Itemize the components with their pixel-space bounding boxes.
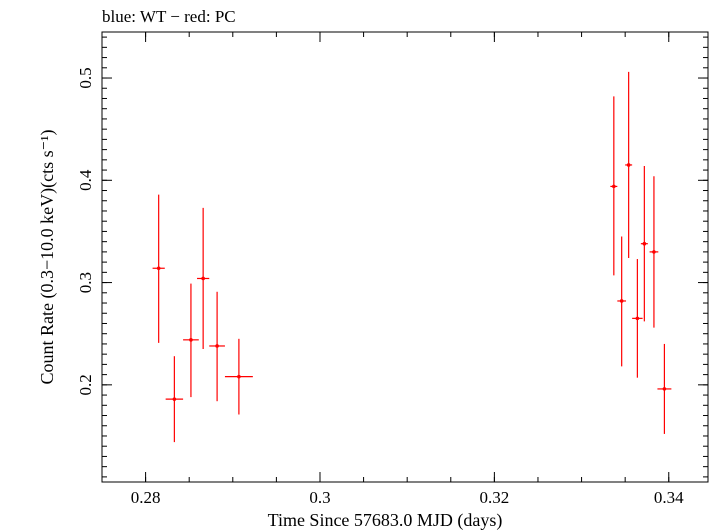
data-point [632, 259, 643, 378]
data-point [165, 356, 184, 443]
data-point [617, 236, 627, 367]
x-tick-label: 0.3 [309, 488, 330, 507]
y-tick-label: 0.2 [76, 374, 95, 395]
data-point [625, 71, 633, 259]
point-marker [635, 316, 640, 321]
chart-title: blue: WT − red: PC [102, 7, 236, 26]
axis-ticks: 0.28 0.3 0.32 0.34 0.2 0.3 0.4 0.5 [76, 32, 708, 507]
point-marker [619, 299, 624, 303]
point-marker [237, 374, 241, 379]
data-point [610, 96, 618, 276]
data-point [209, 291, 225, 402]
point-marker [612, 184, 616, 189]
point-marker [189, 338, 193, 342]
point-marker [201, 276, 205, 281]
x-tick-label: 0.32 [479, 488, 509, 507]
data-point [649, 176, 659, 328]
point-marker [662, 387, 667, 391]
data-point [197, 207, 210, 350]
x-tick-label: 0.28 [131, 488, 161, 507]
data-point [183, 283, 199, 398]
y-tick-label: 0.5 [76, 67, 95, 88]
x-axis-label: Time Since 57683.0 MJD (days) [268, 510, 503, 531]
data-point [657, 343, 672, 434]
x-tick-label: 0.34 [654, 488, 684, 507]
point-marker [156, 266, 161, 271]
point-marker [172, 397, 177, 401]
data-point [640, 165, 648, 322]
point-marker [215, 344, 219, 348]
y-tick-label: 0.3 [76, 272, 95, 293]
plot-frame [101, 31, 709, 483]
data-point [224, 338, 253, 415]
point-marker [626, 163, 631, 167]
point-marker [642, 241, 647, 246]
y-tick-label: 0.4 [76, 169, 95, 191]
point-marker [652, 250, 656, 254]
data-point [152, 194, 165, 343]
y-axis-label: Count Rate (0.3−10.0 keV)(cts s⁻¹) [37, 129, 58, 384]
data-points [152, 71, 672, 443]
